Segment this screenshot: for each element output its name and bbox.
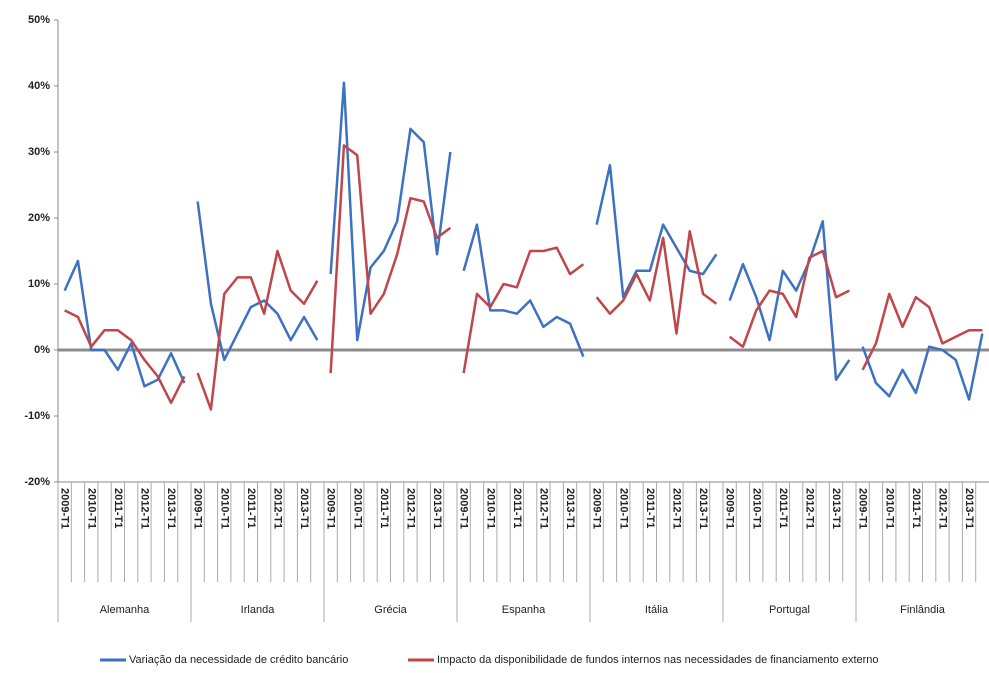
group-label: Espanha: [502, 604, 546, 616]
legend-label: Impacto da disponibilidade de fundos int…: [437, 654, 879, 666]
series-line: [861, 292, 983, 371]
x-tick-label: 2009-T1: [192, 488, 204, 529]
series-line: [329, 144, 452, 374]
x-tick-label: 2013-T1: [963, 488, 975, 529]
y-tick-label: -10%: [24, 410, 50, 422]
y-tick-label: 20%: [28, 212, 50, 224]
x-tick-label: 2009-T1: [59, 488, 71, 529]
x-tick-label: 2009-T1: [591, 488, 603, 529]
group-label: Alemanha: [100, 604, 150, 616]
y-tick-label: 0%: [34, 344, 50, 356]
x-tick-label: 2009-T1: [325, 488, 337, 529]
x-tick-label: 2011-T1: [245, 488, 257, 528]
group-label: Itália: [645, 604, 669, 616]
y-tick-label: 40%: [28, 80, 50, 92]
group-label: Portugal: [769, 604, 810, 616]
x-tick-label: 2012-T1: [405, 488, 417, 529]
x-tick-label: 2012-T1: [671, 488, 683, 529]
x-tick-label: 2010-T1: [883, 488, 895, 529]
x-tick-label: 2010-T1: [85, 488, 97, 529]
x-tick-label: 2010-T1: [484, 488, 496, 529]
x-tick-label: 2011-T1: [910, 488, 922, 528]
series-line: [196, 249, 319, 411]
x-tick-label: 2013-T1: [298, 488, 310, 529]
group-label: Irlanda: [241, 604, 276, 616]
x-tick-label: 2013-T1: [830, 488, 842, 529]
y-tick-label: 50%: [28, 14, 50, 26]
y-tick-label: -20%: [24, 476, 50, 488]
series-line: [63, 259, 186, 388]
y-tick-label: 10%: [28, 278, 50, 290]
x-tick-label: 2012-T1: [538, 488, 550, 529]
series-line: [462, 246, 585, 374]
x-tick-label: 2011-T1: [112, 488, 124, 528]
x-tick-label: 2011-T1: [777, 488, 789, 528]
series-line: [595, 163, 718, 299]
series-line: [728, 249, 850, 348]
x-tick-label: 2013-T1: [165, 488, 177, 529]
series-line: [728, 220, 851, 381]
x-tick-label: 2012-T1: [272, 488, 284, 529]
x-tick-label: 2012-T1: [937, 488, 949, 529]
x-tick-label: 2011-T1: [378, 488, 390, 528]
series-line: [462, 223, 585, 358]
x-tick-label: 2013-T1: [697, 488, 709, 529]
x-tick-label: 2009-T1: [724, 488, 736, 529]
x-tick-label: 2010-T1: [218, 488, 230, 529]
group-label: Grécia: [374, 604, 407, 616]
series-line: [64, 309, 186, 405]
x-tick-label: 2013-T1: [431, 488, 443, 529]
x-tick-label: 2013-T1: [564, 488, 576, 529]
y-tick-label: 30%: [28, 146, 50, 158]
x-tick-label: 2011-T1: [511, 488, 523, 528]
x-tick-label: 2010-T1: [617, 488, 629, 529]
x-tick-label: 2012-T1: [139, 488, 151, 529]
group-label: Finlândia: [900, 604, 946, 616]
x-tick-label: 2009-T1: [857, 488, 869, 529]
series-line: [329, 81, 452, 342]
x-tick-label: 2011-T1: [644, 488, 656, 528]
series-line: [861, 333, 984, 401]
series-line: [196, 201, 319, 362]
x-tick-label: 2009-T1: [458, 488, 470, 529]
x-tick-label: 2010-T1: [750, 488, 762, 529]
x-tick-label: 2010-T1: [351, 488, 363, 529]
x-tick-label: 2012-T1: [804, 488, 816, 529]
legend-label: Variação da necessidade de crédito bancá…: [129, 654, 348, 666]
series-line: [595, 229, 718, 335]
